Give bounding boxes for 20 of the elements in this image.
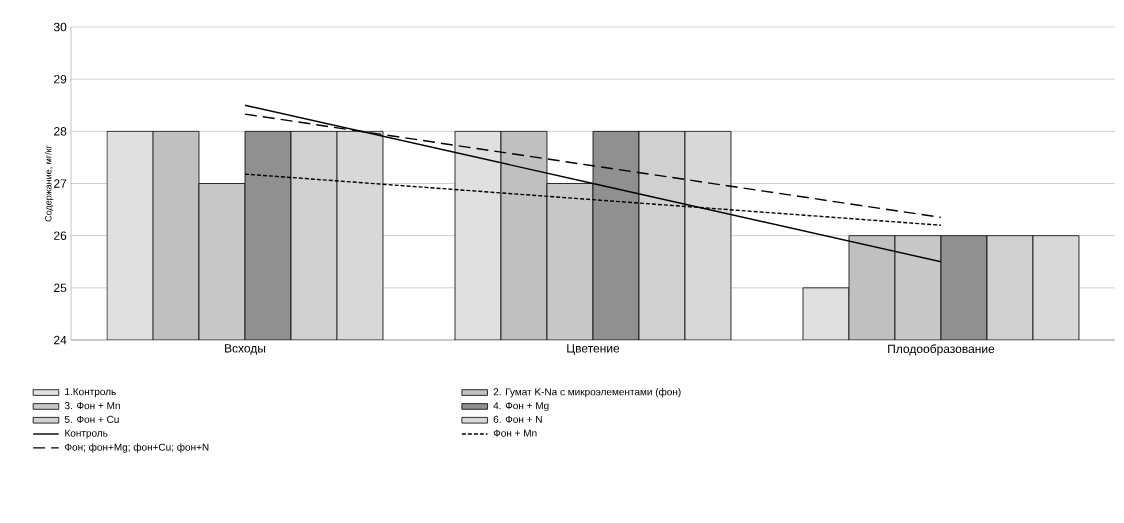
- y-tick-label: 26: [54, 231, 67, 240]
- legend-label: Фон + Mn: [493, 429, 537, 437]
- y-axis-title: Содержание, мг/кг: [44, 145, 54, 222]
- y-tick-label: 29: [54, 74, 67, 84]
- y-tick-label: 30: [53, 22, 67, 32]
- legend-label: 3. Фон + Mn: [64, 402, 120, 410]
- legend-label: 4. Фон + Mg: [493, 402, 549, 412]
- legend-label: Контроль: [65, 429, 108, 439]
- x-tick-label: Цветение: [567, 344, 620, 355]
- legend-label: 6. Фон + N: [493, 415, 542, 423]
- x-tick-label: Плодообразование: [888, 344, 995, 356]
- legend-label: 2. Гумат K-Na с микроэлементами (фон): [493, 388, 681, 398]
- y-tick-label: 24: [54, 335, 67, 345]
- y-tick-label: 25: [54, 283, 67, 293]
- y-tick-label: 27: [54, 179, 67, 188]
- legend-label: 5. Фон + Cu: [64, 415, 119, 423]
- x-tick-label: Всходы: [225, 344, 266, 355]
- legend-label: Фон; фон+Mg; фон+Cu; фон+N: [65, 443, 209, 453]
- legend-label: 1.Контроль: [65, 388, 116, 398]
- y-tick-label: 28: [54, 127, 67, 136]
